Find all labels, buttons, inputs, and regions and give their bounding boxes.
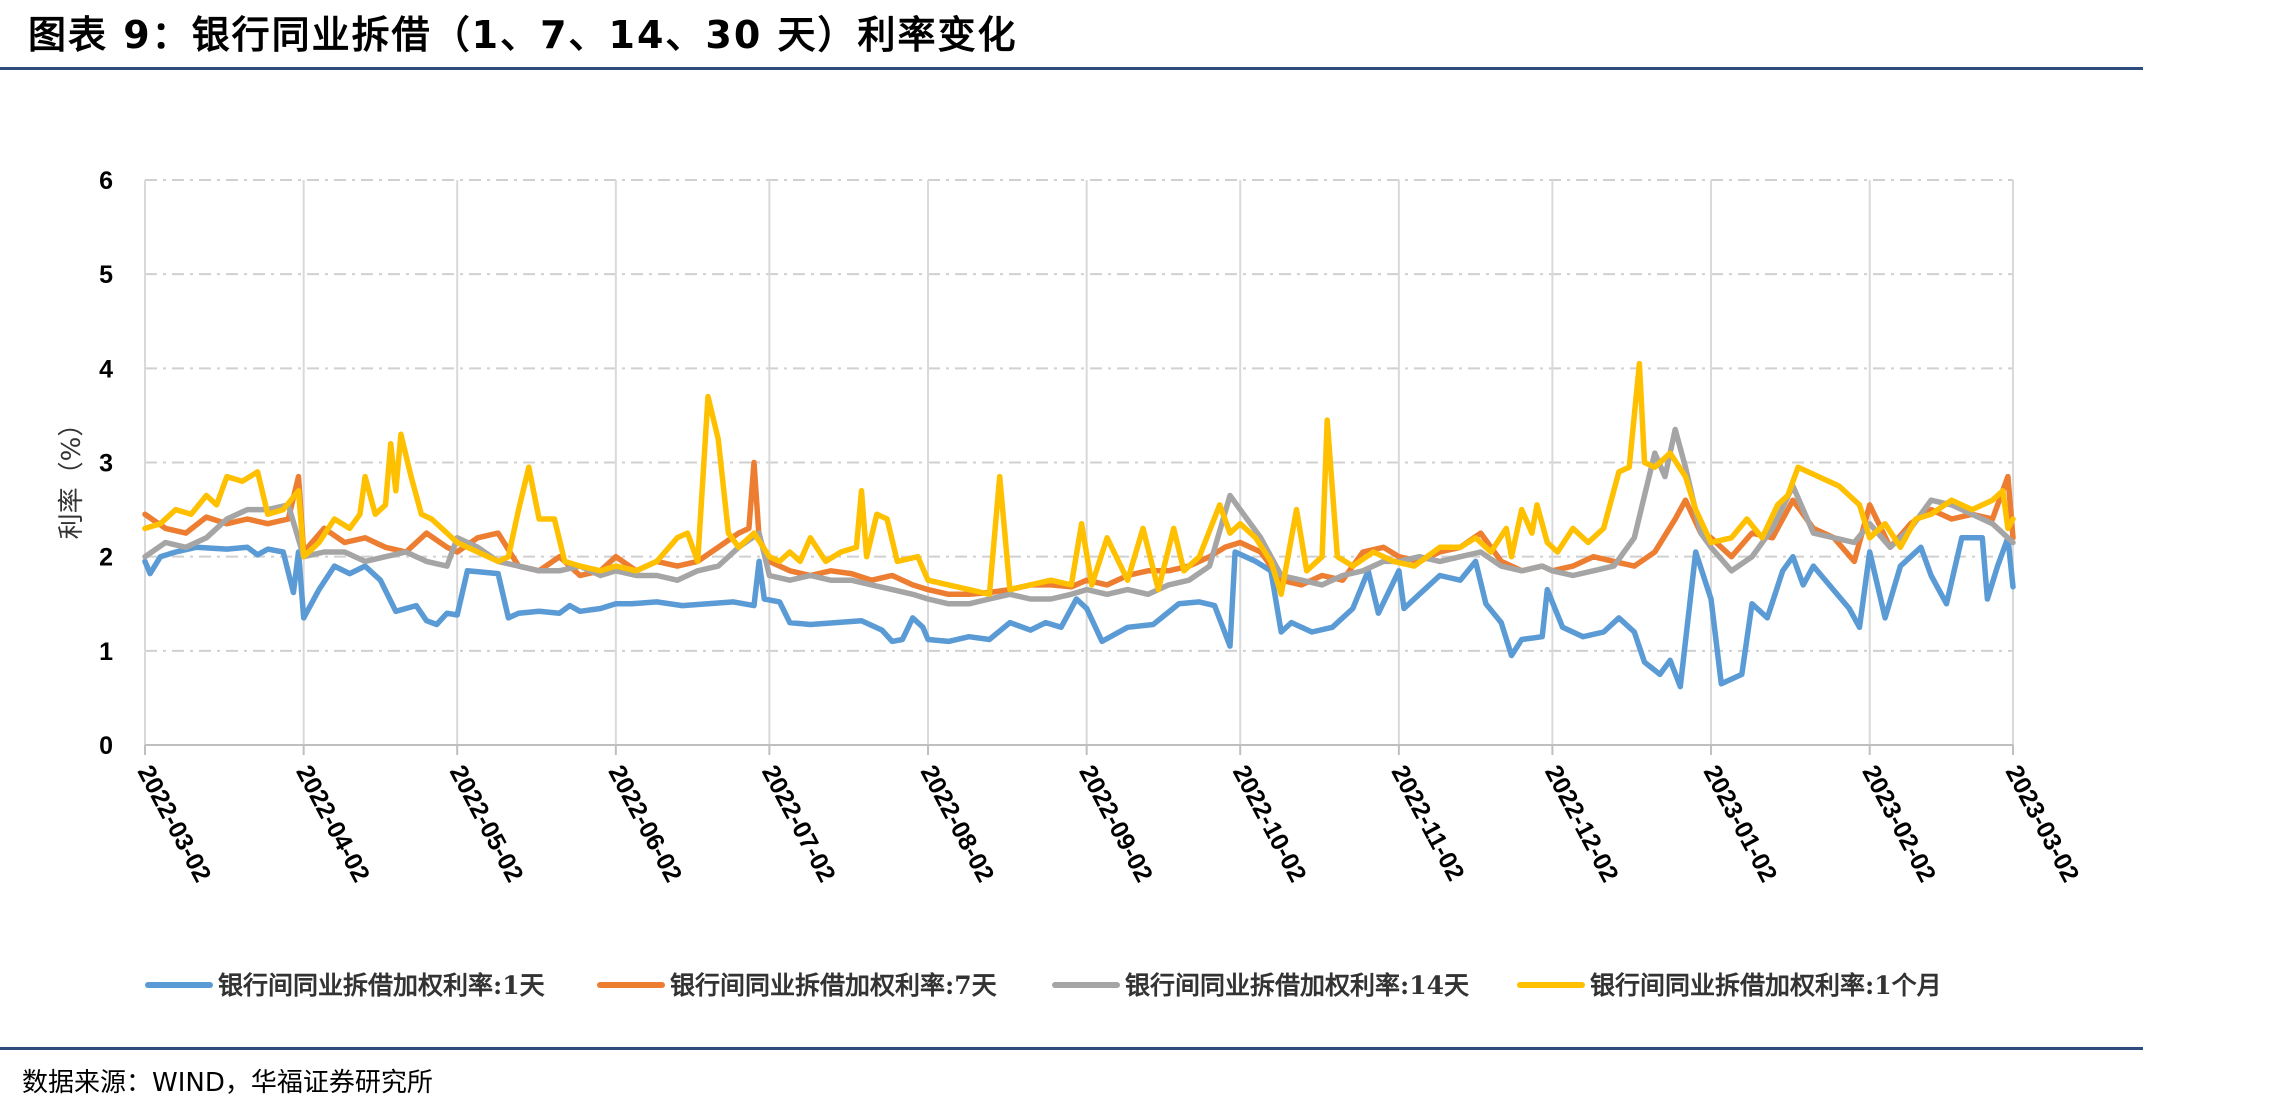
y-tick-label: 5 xyxy=(99,261,113,289)
x-tick-label: 2022-07-02 xyxy=(756,761,841,887)
legend-label: 银行间同业拆借加权利率:14天 xyxy=(1125,971,1469,1000)
bottom-divider xyxy=(0,1047,2143,1050)
legend-label: 银行间同业拆借加权利率:7天 xyxy=(670,971,997,1000)
x-tick-label: 2022-08-02 xyxy=(915,761,1000,887)
legend-label: 银行间同业拆借加权利率:1个月 xyxy=(1590,971,1942,1000)
series-line-4 xyxy=(142,360,2016,598)
x-axis: 2022-03-02 2022-04-02 2022-05-02 2022-06-02… xyxy=(132,744,2085,887)
y-tick-label: 1 xyxy=(99,638,113,666)
figure-title: 图表 9：银行同业拆借（1、7、14、30 天）利率变化 xyxy=(28,13,1018,57)
y-tick-label: 4 xyxy=(99,355,113,383)
y-tick-label: 3 xyxy=(99,450,113,478)
y-axis: 0 1 2 3 4 5 6 xyxy=(99,167,113,760)
y-axis-label: 利率（%） xyxy=(57,411,87,540)
x-tick-label: 2022-05-02 xyxy=(444,761,529,887)
legend-label: 银行间同业拆借加权利率:1天 xyxy=(218,971,545,1000)
top-divider xyxy=(0,67,2143,70)
chart-series xyxy=(142,360,2016,690)
y-tick-label: 2 xyxy=(99,544,113,572)
x-tick-label: 2022-12-02 xyxy=(1539,761,1624,887)
chart-legend: 银行间同业拆借加权利率:1天 银行间同业拆借加权利率:7天 银行间同业拆借加权利率:… xyxy=(145,971,1942,1000)
x-tick-label: 2022-06-02 xyxy=(603,761,688,887)
source-note: 数据来源：WIND，华福证券研究所 xyxy=(22,1068,433,1098)
x-tick-label: 2022-10-02 xyxy=(1227,761,1312,887)
y-tick-label: 0 xyxy=(99,732,113,760)
series-line-1 xyxy=(142,535,2016,690)
x-tick-label: 2022-11-02 xyxy=(1386,761,1470,886)
x-tick-label: 2022-04-02 xyxy=(290,761,375,887)
x-tick-label: 2023-03-02 xyxy=(2000,761,2085,887)
chart-grid xyxy=(144,179,2014,745)
y-tick-label: 6 xyxy=(99,167,113,195)
x-tick-label: 2022-03-02 xyxy=(132,761,217,887)
x-tick-label: 2023-02-02 xyxy=(1856,761,1941,887)
x-tick-label: 2023-01-02 xyxy=(1698,761,1783,887)
x-tick-label: 2022-09-02 xyxy=(1073,761,1158,887)
